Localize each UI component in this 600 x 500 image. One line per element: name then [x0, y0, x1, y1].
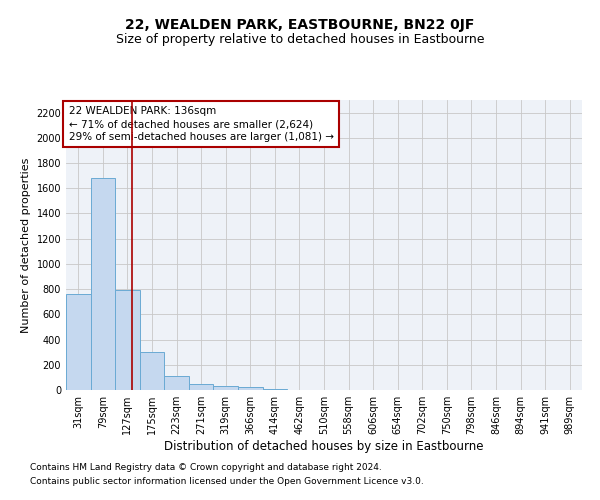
Text: Size of property relative to detached houses in Eastbourne: Size of property relative to detached ho… — [116, 32, 484, 46]
X-axis label: Distribution of detached houses by size in Eastbourne: Distribution of detached houses by size … — [164, 440, 484, 453]
Bar — [140, 352, 164, 390]
Bar — [189, 384, 214, 390]
Bar — [115, 290, 140, 390]
Text: 22, WEALDEN PARK, EASTBOURNE, BN22 0JF: 22, WEALDEN PARK, EASTBOURNE, BN22 0JF — [125, 18, 475, 32]
Bar — [238, 387, 263, 390]
Text: Contains HM Land Registry data © Crown copyright and database right 2024.: Contains HM Land Registry data © Crown c… — [30, 464, 382, 472]
Bar — [263, 388, 287, 390]
Text: Contains public sector information licensed under the Open Government Licence v3: Contains public sector information licen… — [30, 477, 424, 486]
Bar — [66, 294, 91, 390]
Bar — [164, 376, 189, 390]
Bar — [214, 386, 238, 390]
Text: 22 WEALDEN PARK: 136sqm
← 71% of detached houses are smaller (2,624)
29% of semi: 22 WEALDEN PARK: 136sqm ← 71% of detache… — [68, 106, 334, 142]
Y-axis label: Number of detached properties: Number of detached properties — [21, 158, 31, 332]
Bar — [91, 178, 115, 390]
